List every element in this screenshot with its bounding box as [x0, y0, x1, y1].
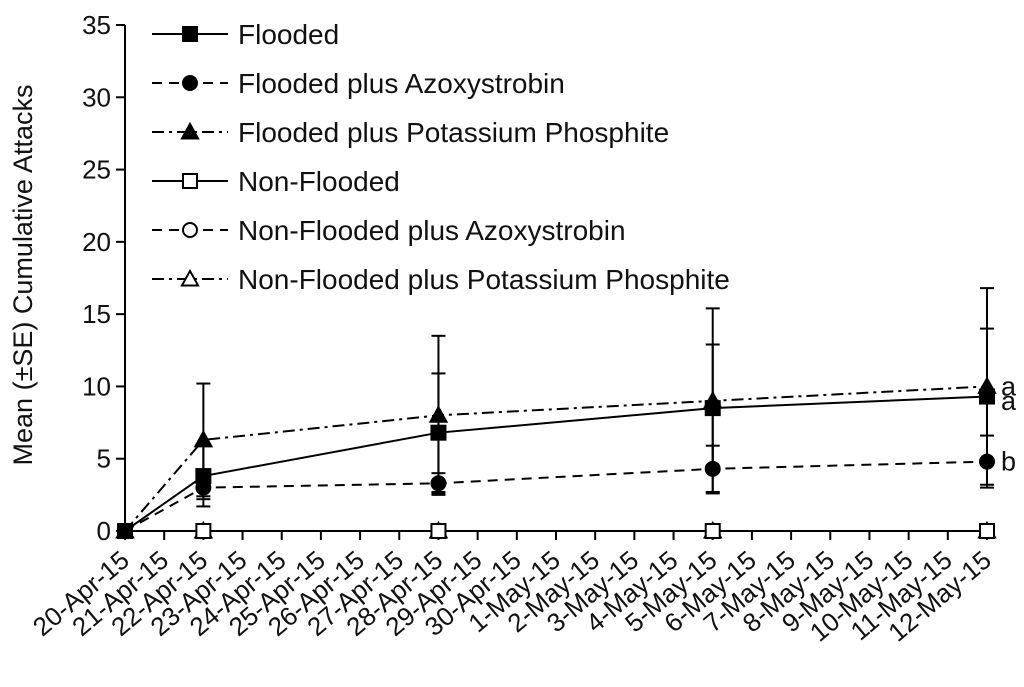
legend-label: Non-Flooded [238, 166, 400, 197]
legend-label: Flooded [238, 19, 339, 50]
data-point-marker [430, 523, 447, 539]
data-point-marker [430, 424, 447, 441]
data-point-marker [195, 468, 212, 485]
data-point-marker [704, 400, 721, 417]
y-tick-label: 35 [82, 10, 111, 40]
legend-item: Flooded [152, 19, 339, 50]
data-point-marker [979, 523, 995, 539]
data-series [115, 287, 997, 539]
y-tick-label: 25 [82, 155, 111, 185]
data-point-marker [180, 268, 200, 287]
series-line [124, 385, 988, 532]
data-point-marker [704, 523, 721, 539]
legend-item: Flooded plus Azoxystrobin [152, 68, 565, 99]
legend-item: Non-Flooded plus Azoxystrobin [152, 215, 626, 246]
y-axis-title: Mean (±SE) Cumulative Attacks [8, 85, 38, 466]
y-axis-ticks: 0 5 10 15 20 25 30 35 [82, 10, 125, 546]
data-point-marker [195, 523, 212, 539]
y-tick-label: 20 [82, 227, 111, 257]
data-point-marker [117, 523, 133, 539]
significance-letters: aa b [1001, 371, 1017, 476]
legend: Flooded Flooded plus Azoxystrobin Flooded … [152, 19, 730, 295]
x-axis-ticks: 20-Apr-1521-Apr-1522-Apr-1523-Apr-1524-A… [27, 531, 997, 647]
y-tick-label: 5 [97, 444, 111, 474]
legend-item: Flooded plus Potassium Phosphite [152, 117, 669, 148]
series-flooded-plus-azoxystrobin [117, 434, 995, 539]
legend-label: Non-Flooded plus Potassium Phosphite [238, 264, 730, 295]
legend-label: Non-Flooded plus Azoxystrobin [238, 215, 626, 246]
data-point-marker [180, 121, 200, 140]
significance-letter: a [1001, 371, 1017, 401]
y-tick-label: 30 [82, 82, 111, 112]
series-flooded [117, 327, 995, 539]
significance-letter: a [1001, 386, 1017, 416]
y-tick-label: 15 [82, 299, 111, 329]
data-point-marker [182, 173, 198, 189]
data-point-marker [182, 75, 198, 91]
series-non-flooded [117, 523, 995, 539]
data-point-marker [182, 222, 198, 238]
data-point-marker [979, 388, 995, 405]
y-tick-label: 10 [82, 371, 111, 401]
significance-letter: b [1001, 447, 1016, 477]
series-line [124, 395, 988, 532]
legend-label: Flooded plus Potassium Phosphite [238, 117, 669, 148]
series-line [124, 460, 988, 532]
legend-item: Non-Flooded [152, 166, 400, 197]
legend-label: Flooded plus Azoxystrobin [238, 68, 565, 99]
data-point-marker [182, 26, 198, 42]
legend-item: Non-Flooded plus Potassium Phosphite [152, 264, 730, 295]
series-flooded-plus-potassium-phosphite [115, 287, 997, 539]
y-tick-label: 0 [97, 516, 111, 546]
